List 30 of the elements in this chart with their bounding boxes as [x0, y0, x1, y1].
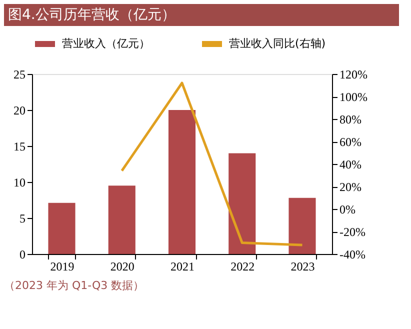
chart-title: 图4.公司历年营收（亿元）	[8, 7, 176, 23]
x-tick-label: 2020	[110, 260, 134, 274]
y-tick-label: 0	[20, 248, 26, 262]
y2-tick-label: -20%	[340, 225, 366, 239]
legend-label: 营业收入同比(右轴)	[229, 37, 326, 50]
y2-tick-label: 40%	[340, 158, 362, 172]
x-tick-label: 2019	[50, 260, 74, 274]
bar	[228, 153, 256, 254]
y2-tick-label: 80%	[340, 112, 362, 126]
y-tick-label: 20	[14, 104, 26, 118]
y2-tick-label: 120%	[340, 68, 368, 82]
x-tick-label: 2022	[230, 260, 255, 274]
y-tick-label: 25	[14, 68, 26, 82]
y-tick-label: 5	[20, 212, 26, 226]
y2-tick-label: 20%	[340, 180, 362, 194]
text: （2023 年为 Q1-Q3 数据）	[4, 279, 144, 292]
y-tick-label: 10	[14, 176, 26, 190]
bar	[168, 110, 196, 254]
bar	[48, 202, 76, 254]
x-tick-label: 2021	[170, 260, 194, 274]
y2-tick-label: 60%	[340, 135, 362, 149]
y2-tick-label: -40%	[340, 248, 366, 262]
bar	[108, 186, 136, 254]
y-tick-label: 15	[14, 140, 26, 154]
legend-label: 营业收入（亿元）	[62, 37, 150, 50]
x-tick-label: 2023	[290, 260, 315, 274]
y2-tick-label: 0%	[340, 202, 356, 216]
line-series	[120, 82, 304, 246]
y2-tick-label: 100%	[340, 90, 368, 104]
bar	[288, 198, 316, 254]
